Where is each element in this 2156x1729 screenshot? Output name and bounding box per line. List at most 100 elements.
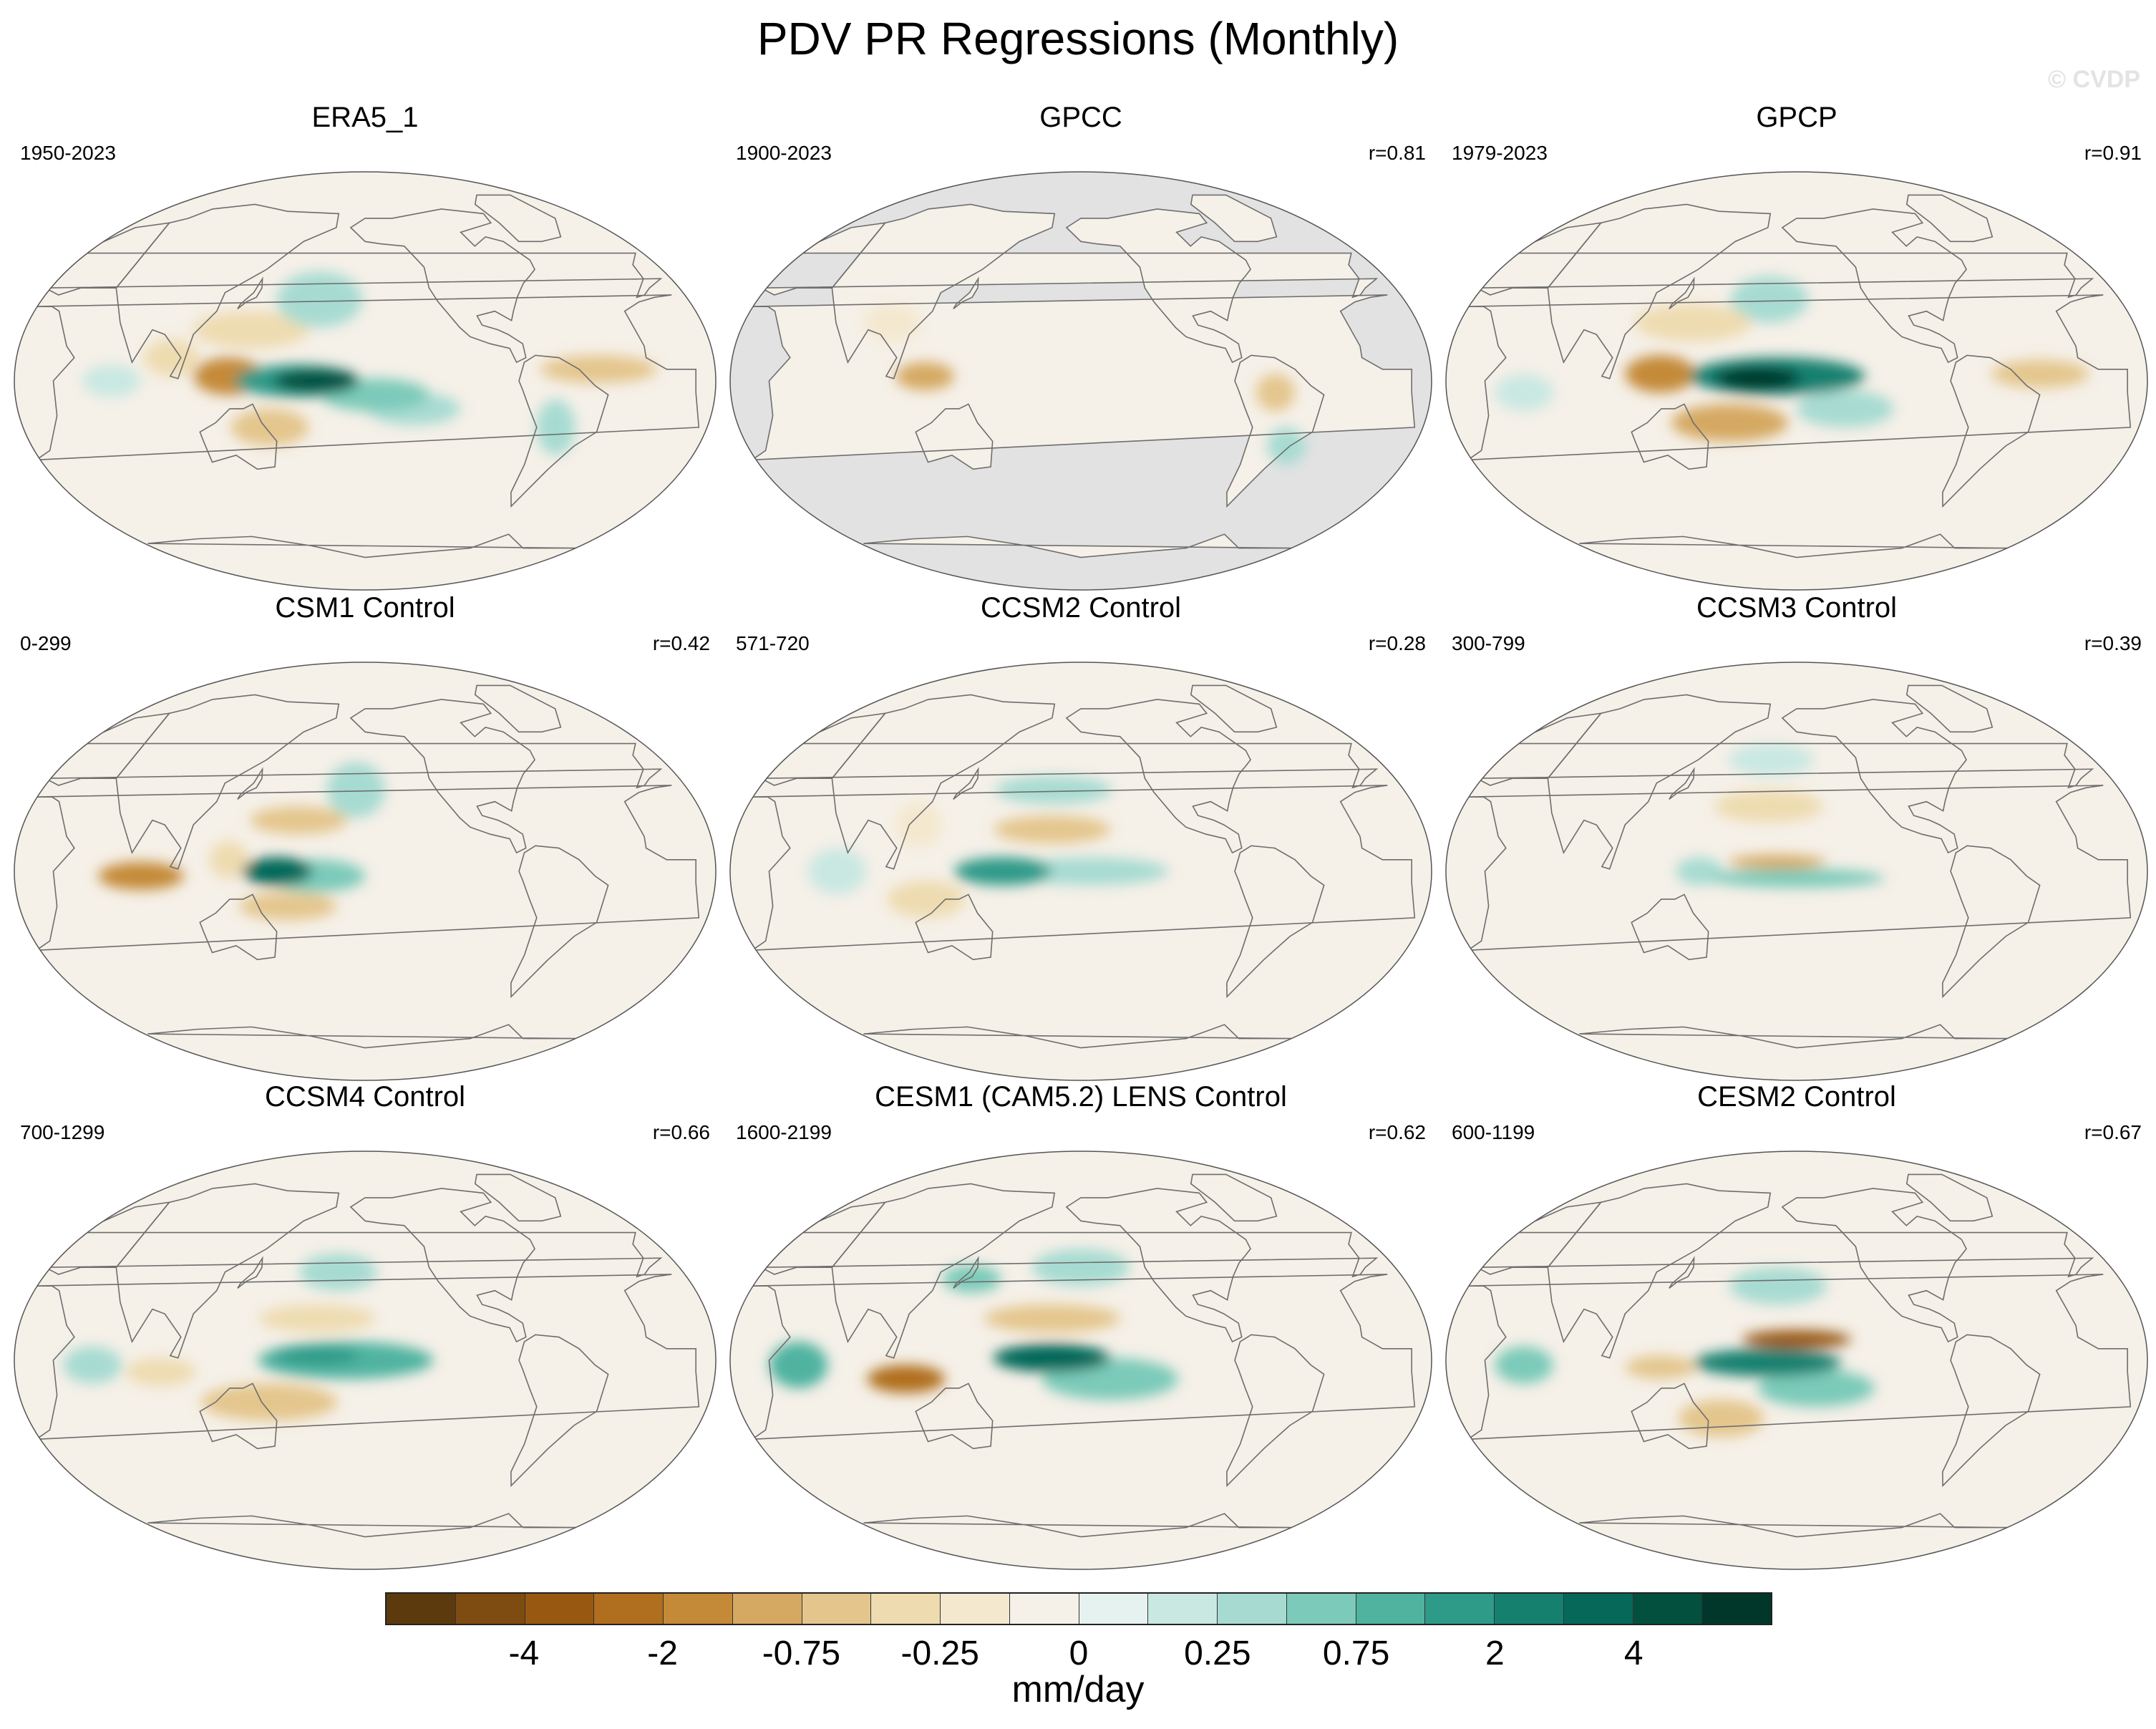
anomaly-region [326, 762, 386, 818]
coastline [199, 1382, 278, 1450]
coastline [953, 1256, 979, 1289]
colorbar-swatch [941, 1594, 1010, 1624]
map-panel: GPCC 1900-2023 r=0.81 [723, 100, 1439, 591]
anomaly-region [994, 815, 1111, 844]
anomaly-region [250, 806, 348, 835]
colorbar-swatch [1356, 1594, 1426, 1624]
panel-correlation: r=0.66 [652, 1121, 710, 1143]
anomaly-region [1031, 1249, 1130, 1287]
coastline [1631, 1382, 1709, 1450]
coastline [1476, 222, 2094, 299]
coastline [915, 893, 994, 961]
panel-correlation: r=0.81 [1368, 142, 1426, 164]
coastline [237, 767, 263, 800]
colorbar [385, 1592, 1772, 1625]
panel-title: CCSM2 Control [980, 592, 1182, 624]
anomaly-region [867, 1365, 946, 1393]
coastline [44, 222, 663, 299]
map-svg [1445, 662, 2148, 1081]
coastline [237, 1256, 263, 1289]
anomaly-region [1728, 855, 1826, 869]
coastline [237, 276, 263, 310]
coastline [863, 1513, 1292, 1538]
map-panel: CSM1 Control 0-299 r=0.42 [7, 591, 723, 1081]
panel-years: 700-1299 [20, 1121, 105, 1143]
panel-title: GPCC [1039, 102, 1122, 133]
anomaly-region [200, 1383, 338, 1421]
panel-years: 300-799 [1452, 632, 1525, 654]
anomaly-region [230, 408, 309, 446]
anomaly-region [276, 271, 363, 328]
map-panel: CCSM3 Control 300-799 r=0.39 [1439, 591, 2155, 1081]
colorbar-swatch [525, 1594, 595, 1624]
colorbar-swatch [1495, 1594, 1564, 1624]
anomaly-region [1693, 1348, 1842, 1377]
colorbar-tick-label: -4 [508, 1634, 540, 1672]
coastline [199, 403, 278, 470]
coastline [749, 294, 1416, 461]
coastline [1579, 1513, 2008, 1538]
anomaly-region [807, 848, 867, 895]
coastline [1190, 684, 1278, 733]
land-fill [1066, 208, 1251, 363]
coastline [863, 533, 1292, 558]
coastline [44, 1201, 663, 1278]
map-panel: ERA5_1 1950-2023 [7, 100, 723, 591]
colorbar-tick-label: 0 [1069, 1634, 1089, 1672]
panel-years: 1900-2023 [736, 142, 832, 164]
colorbar-units: mm/day [1011, 1669, 1145, 1710]
panel-years: 1950-2023 [20, 142, 116, 164]
panel-title: CCSM3 Control [1696, 592, 1898, 624]
anomaly-region [1796, 389, 1894, 427]
coastline [44, 712, 663, 789]
anomaly-region [1671, 404, 1789, 442]
coastline [474, 194, 562, 243]
colorbar-tick-label: -0.25 [900, 1634, 979, 1672]
anomaly-region [1714, 790, 1824, 823]
coastline [147, 1024, 576, 1049]
anomaly-region [1709, 868, 1885, 888]
coastline [1631, 403, 1709, 470]
colorbar-swatch [1148, 1594, 1218, 1624]
anomaly-region [895, 801, 943, 848]
map-svg [729, 171, 1432, 591]
anomaly-region [536, 399, 576, 455]
anomaly-region [1495, 374, 1554, 412]
coastline [1190, 1173, 1278, 1222]
anomaly-region [1730, 276, 1809, 323]
map-border [14, 1151, 717, 1570]
anomaly-region [209, 841, 248, 878]
colorbar-tick-label: 0.75 [1322, 1634, 1390, 1672]
map-border [1445, 662, 2148, 1081]
panel-years: 0-299 [20, 632, 72, 654]
coastline [147, 533, 576, 558]
anomaly-region [239, 892, 337, 921]
coastline [510, 845, 609, 999]
coastline [1476, 1201, 2094, 1278]
colorbar-swatch [1079, 1594, 1149, 1624]
panel-years: 1979-2023 [1452, 142, 1548, 164]
coastline [34, 294, 700, 461]
coastline [953, 767, 979, 800]
coastline [1465, 785, 2132, 951]
panel-title: CCSM4 Control [264, 1081, 466, 1113]
anomaly-region [540, 355, 657, 384]
colorbar-swatch [802, 1594, 872, 1624]
coastline [1669, 1256, 1695, 1289]
colorbar-swatch [387, 1594, 456, 1624]
coastline [1942, 354, 2041, 508]
coastline [34, 1274, 700, 1440]
anomaly-region [273, 369, 359, 393]
colorbar-tick-label: -2 [647, 1634, 678, 1672]
coastline [953, 276, 979, 310]
colorbar-swatch [1425, 1594, 1495, 1624]
anomaly-region [63, 1346, 122, 1384]
coastline [1905, 684, 1994, 733]
anomaly-region [984, 1304, 1121, 1333]
map-svg [14, 662, 717, 1081]
anomaly-region [1256, 374, 1296, 412]
anomaly-region [1714, 367, 1801, 390]
panel-title: CSM1 Control [275, 592, 455, 624]
panel-correlation: r=0.62 [1368, 1121, 1426, 1143]
colorbar-tick-label: 0.25 [1184, 1634, 1251, 1672]
